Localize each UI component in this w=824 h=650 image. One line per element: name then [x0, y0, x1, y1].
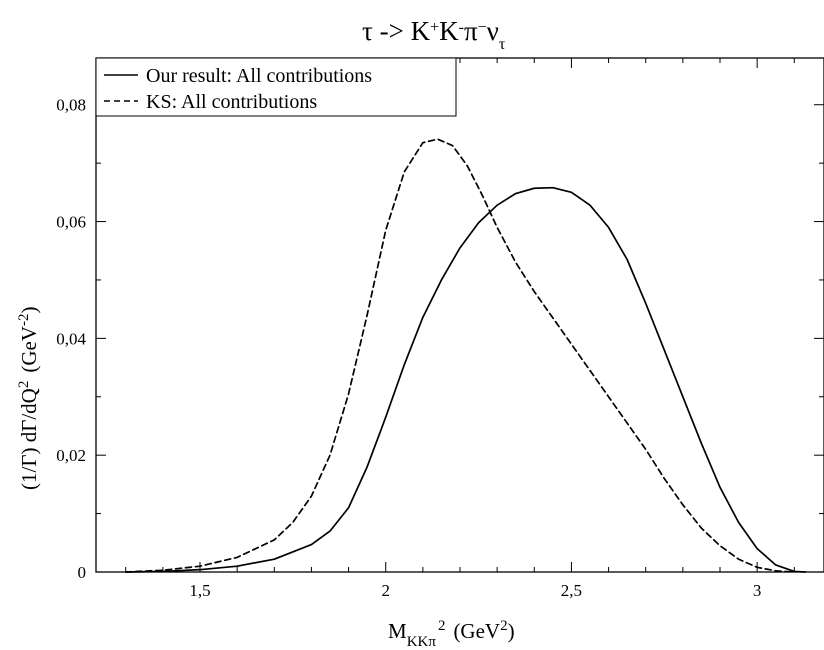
- legend: Our result: All contributions KS: All co…: [95, 57, 457, 117]
- svg-text:MKKπ2(GeV2): MKKπ2 (GeV2): [388, 618, 515, 650]
- xlabel-unit-sup: 2: [500, 618, 508, 634]
- legend-box: [95, 57, 457, 117]
- title-mid1: K: [439, 16, 459, 46]
- svg-text:(1/Γ) dΓ/dQ2(GeV-2): (1/Γ) dΓ/dQ2 (GeV-2): [16, 306, 41, 490]
- x-tick-label: 3: [753, 581, 762, 600]
- chart-title: τ -> K+K-π−ντ: [362, 16, 506, 53]
- xlabel-unit-prefix: (GeV: [453, 619, 500, 643]
- y-tick-label: 0: [78, 563, 87, 582]
- title-sup3: −: [478, 19, 487, 36]
- svg-text:τ -> K+K-π−ντ: τ -> K+K-π−ντ: [362, 16, 506, 53]
- legend-label-our-result: Our result: All contributions: [146, 65, 372, 87]
- title-sub1: τ: [499, 36, 506, 53]
- ylabel-base: (1/Γ) dΓ/dQ: [17, 388, 41, 490]
- title-base: τ -> K: [362, 16, 431, 46]
- xlabel-unit-suffix: ): [508, 619, 515, 643]
- x-tick-label: 1,5: [189, 581, 210, 600]
- title-sup2: -: [459, 19, 464, 36]
- tick-layer: 1,5 2 2,5 3 0 0,02 0,04 0,06 0,08: [56, 58, 824, 600]
- x-tick-label: 2: [381, 581, 390, 600]
- ylabel-unit-suffix: ): [17, 306, 41, 313]
- series-ks-line: [124, 138, 796, 573]
- x-tick-label: 2,5: [561, 581, 582, 600]
- ylabel-sup: 2: [16, 381, 32, 389]
- xlabel-sub: KKπ: [407, 634, 437, 650]
- y-tick-label: 0,06: [56, 213, 86, 232]
- plot-frame: [95, 57, 824, 573]
- y-axis-label: (1/Γ) dΓ/dQ2 (GeV-2): [16, 306, 41, 490]
- title-mid3: ν: [487, 16, 499, 46]
- y-tick-label: 0,02: [56, 446, 86, 465]
- series-layer: [124, 138, 807, 573]
- xlabel-base: M: [388, 619, 407, 643]
- y-tick-label: 0,08: [56, 96, 86, 115]
- series-our-result-line: [124, 186, 807, 573]
- y-tick-label: 0,04: [56, 329, 86, 348]
- xlabel-sup: 2: [438, 618, 446, 634]
- ylabel-unit-prefix: (GeV: [17, 326, 41, 373]
- title-mid2: π: [464, 16, 478, 46]
- x-axis-label: MKKπ2 (GeV2): [388, 618, 515, 650]
- title-sup1: +: [430, 19, 439, 36]
- ylabel-unit-sup: -2: [16, 313, 32, 326]
- legend-label-ks: KS: All contributions: [146, 91, 317, 113]
